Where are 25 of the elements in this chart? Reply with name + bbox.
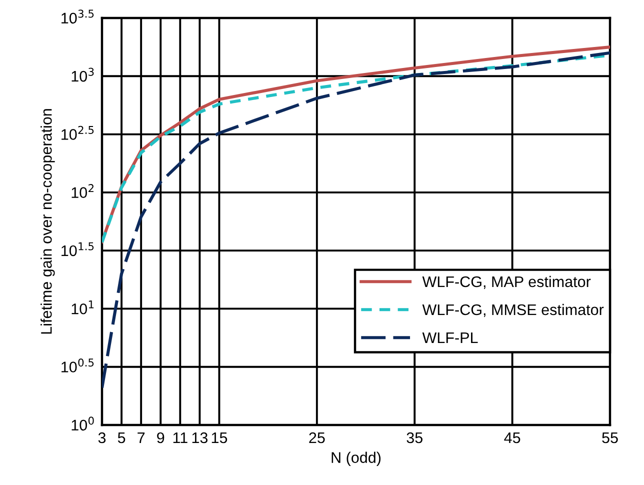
x-tick-label: 9 <box>157 432 164 444</box>
x-tick-label: 35 <box>406 432 422 444</box>
y-tick-label: 10$^{2}$ <box>72 184 94 198</box>
x-tick-label: 13 <box>192 432 208 444</box>
x-tick-label: 45 <box>504 432 520 444</box>
x-tick-label: 7 <box>138 432 145 444</box>
x-tick-label: 5 <box>118 432 126 444</box>
x-tick-label: 55 <box>602 432 618 444</box>
x-tick-label: 25 <box>309 432 325 444</box>
y-tick-label: 10$^{0}$ <box>72 416 94 431</box>
x-axis-title: N (odd) <box>332 452 381 466</box>
legend-label: WLF-CG, MAP estimator <box>422 276 591 289</box>
x-tick-label: 11 <box>173 432 188 444</box>
y-axis-title: Lifetime gain over no-cooperation <box>40 109 55 334</box>
y-tick-label: 10$^{1}$ <box>72 300 94 314</box>
y-tick-label: 10$^{1.5}$ <box>62 242 94 256</box>
legend-label: WLF-PL <box>422 332 478 343</box>
y-tick-label: 10$^{3}$ <box>72 68 94 82</box>
y-tick-label: 10$^{2.5}$ <box>62 126 94 140</box>
y-tick-label: 10$^{3.5}$ <box>62 10 94 24</box>
x-tick-label: 15 <box>212 432 228 444</box>
x-tick-label: 3 <box>98 432 106 444</box>
y-tick-label: 10$^{0.5}$ <box>62 358 94 372</box>
line-series <box>102 51 610 390</box>
legend-label: WLF-CG, MMSE estimator <box>422 304 604 317</box>
